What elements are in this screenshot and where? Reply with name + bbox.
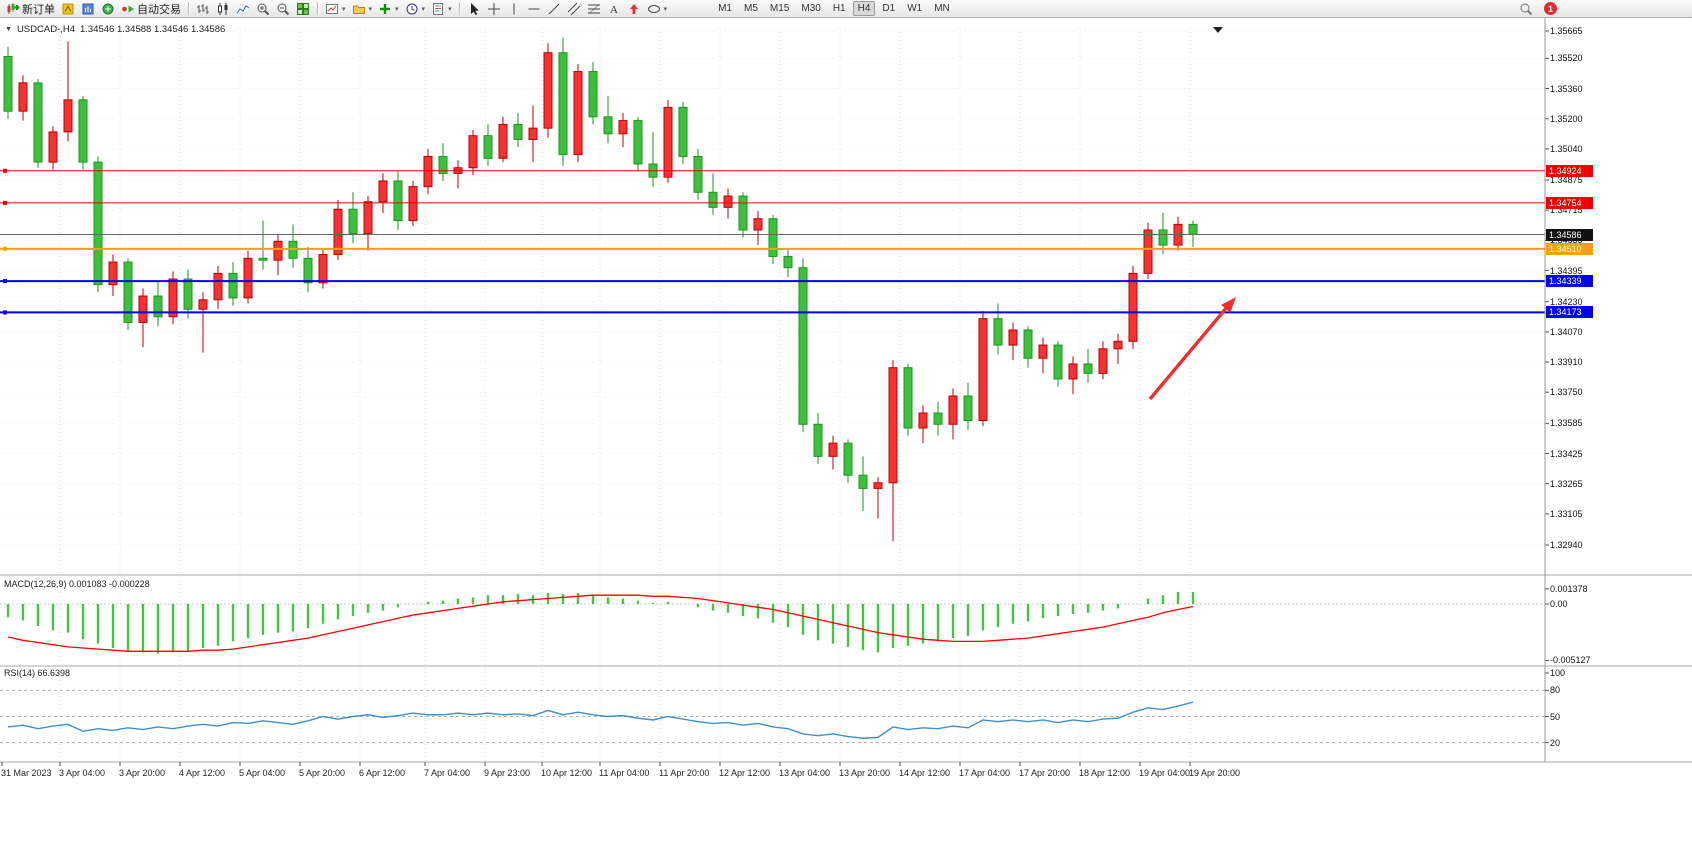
autotrading-label: 自动交易 bbox=[137, 3, 181, 16]
chevron-down-icon: ▾ bbox=[421, 5, 426, 13]
line-chart-icon bbox=[236, 4, 250, 13]
timeframe-button-w1[interactable]: W1 bbox=[907, 3, 923, 14]
chevron-down-icon: ▾ bbox=[395, 5, 399, 13]
candlestick-chart-icon bbox=[218, 2, 228, 15]
zoom-out-button[interactable] bbox=[273, 1, 293, 17]
text-tool-button[interactable]: A bbox=[604, 1, 624, 17]
chevron-down-icon: ▾ bbox=[368, 5, 373, 13]
toolbar-separator bbox=[458, 2, 460, 15]
trendline-icon bbox=[548, 3, 559, 14]
timeframe-button-m30[interactable]: M30 bbox=[801, 3, 821, 14]
zoom-out-icon bbox=[277, 3, 290, 15]
trendline-tool-button[interactable] bbox=[544, 1, 564, 17]
line-chart-button[interactable] bbox=[233, 1, 253, 17]
vertical-line-tool-button[interactable] bbox=[504, 1, 524, 17]
chevron-down-icon: ▾ bbox=[342, 5, 346, 13]
toolbar-separator bbox=[188, 2, 189, 15]
new-chart-icon bbox=[326, 3, 338, 14]
tile-windows-button[interactable] bbox=[293, 1, 313, 17]
indicators-button[interactable]: ▾ bbox=[375, 1, 402, 17]
cursor-icon bbox=[470, 2, 479, 15]
channel-tool-button[interactable] bbox=[564, 1, 584, 17]
periods-button[interactable]: ▾ bbox=[402, 1, 429, 17]
arrow-tool-button[interactable] bbox=[624, 1, 644, 17]
bar-chart-icon bbox=[197, 3, 209, 14]
timeframe-button-d1[interactable]: D1 bbox=[882, 3, 896, 14]
new-order-button[interactable]: 新订单 bbox=[3, 1, 58, 17]
search-icon bbox=[1520, 3, 1533, 15]
timeframe-button-m1[interactable]: M1 bbox=[718, 3, 732, 14]
new-order-label: 新订单 bbox=[22, 3, 55, 16]
svg-text:A: A bbox=[610, 4, 618, 16]
indicators-icon bbox=[380, 3, 391, 14]
search-button[interactable] bbox=[1516, 1, 1536, 17]
profiles-icon bbox=[352, 5, 365, 14]
metaeditor-button[interactable] bbox=[58, 1, 78, 17]
zoom-in-icon bbox=[257, 3, 270, 15]
bar-chart-button[interactable] bbox=[193, 1, 213, 17]
metaeditor-icon bbox=[62, 3, 74, 14]
notification-badge[interactable]: 1 bbox=[1544, 2, 1557, 15]
new-order-icon bbox=[7, 2, 20, 14]
templates-button[interactable]: ▾ bbox=[428, 1, 455, 17]
autotrading-icon bbox=[122, 5, 134, 12]
fibonacci-tool-button[interactable] bbox=[584, 1, 604, 17]
templates-icon bbox=[433, 2, 444, 15]
zoom-in-button[interactable] bbox=[253, 1, 273, 17]
tile-windows-icon bbox=[297, 2, 309, 15]
arrow-tool-icon bbox=[629, 3, 638, 14]
channel-icon bbox=[567, 2, 580, 15]
autotrading-button[interactable]: 自动交易 bbox=[118, 1, 184, 17]
fibonacci-icon bbox=[587, 3, 600, 14]
toolbar-separator bbox=[317, 2, 318, 15]
text-icon: A bbox=[610, 4, 618, 16]
chevron-down-icon: ▾ bbox=[448, 5, 452, 13]
periods-icon bbox=[406, 3, 418, 14]
navigator-button[interactable] bbox=[98, 1, 118, 17]
timeframe-button-m5[interactable]: M5 bbox=[744, 3, 758, 14]
candlestick-chart-button[interactable] bbox=[213, 1, 233, 17]
navigator-icon bbox=[102, 3, 114, 14]
new-chart-button[interactable]: ▾ bbox=[322, 1, 349, 17]
toolbar-right-group: 1 bbox=[1516, 1, 1557, 17]
timeframe-group: M1 M5 M15 M30 H1 H4 D1 W1 MN bbox=[712, 1, 956, 16]
vertical-line-icon bbox=[513, 3, 515, 14]
timeframe-button-h4[interactable]: H4 bbox=[852, 1, 876, 16]
timeframe-button-m15[interactable]: M15 bbox=[769, 3, 790, 14]
horizontal-line-icon bbox=[528, 8, 540, 9]
crosshair-icon bbox=[487, 2, 500, 15]
toolbar: 新订单 自动交易 bbox=[0, 0, 1692, 18]
timeframe-button-mn[interactable]: MN bbox=[934, 3, 950, 14]
crosshair-button[interactable] bbox=[484, 1, 504, 17]
shapes-tool-button[interactable]: ▾ bbox=[644, 1, 671, 17]
arrow-annotation[interactable] bbox=[1148, 304, 1230, 401]
horizontal-line-tool-button[interactable] bbox=[524, 1, 544, 17]
cursor-button[interactable] bbox=[464, 1, 484, 17]
timeframe-button-h1[interactable]: H1 bbox=[832, 3, 846, 14]
market-watch-icon bbox=[82, 3, 94, 14]
chevron-down-icon: ▾ bbox=[663, 5, 668, 13]
profiles-button[interactable]: ▾ bbox=[349, 1, 376, 17]
market-watch-button[interactable] bbox=[78, 1, 98, 17]
shapes-icon bbox=[647, 4, 660, 13]
